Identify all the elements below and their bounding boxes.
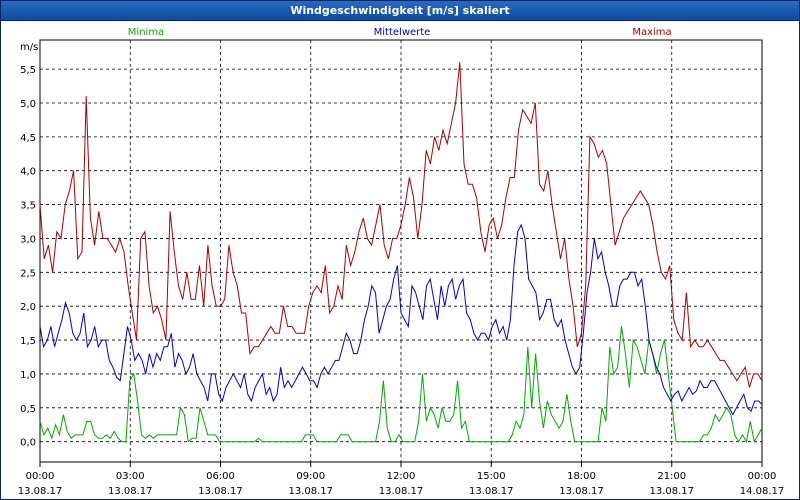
x-tick-time: 03:00	[116, 471, 145, 482]
y-tick-label: 2,0	[20, 302, 36, 313]
y-tick-label: 4,0	[20, 167, 36, 178]
x-tick-date: 13.08.17	[559, 486, 604, 497]
y-tick-label: 5,0	[20, 99, 36, 110]
series-line-minima	[39, 326, 763, 444]
y-tick-label: 2,5	[20, 268, 36, 279]
x-axis: 00:00 13.08.17 03:00 13.08.17 06:00 13.08.17 0…	[18, 462, 785, 497]
x-tick-time: 09:00	[296, 471, 325, 482]
x-tick-time: 06:00	[206, 471, 235, 482]
y-axis: m/s 0,0 0,5 1,0 1,5 2,0 2,5 3,0 3,5 4,0 4,5 5,0 5,5	[20, 42, 38, 449]
x-tick-date: 13.08.17	[288, 486, 333, 497]
y-tick-label: 3,0	[20, 234, 36, 245]
series-line-maxima	[39, 62, 763, 388]
chart-area: m/s0,00,51,01,52,02,53,03,54,04,55,05,5 …	[18, 27, 785, 497]
x-tick-time: 21:00	[657, 471, 686, 482]
window-title: Windgeschwindigkeit [m/s] skaliert	[1, 1, 799, 21]
y-axis-unit-label: m/s	[20, 42, 38, 53]
x-tick-time: 18:00	[567, 471, 596, 482]
legend-maxima: Maxima	[632, 27, 671, 38]
x-tick-date: 13.08.17	[379, 486, 424, 497]
y-tick-label: 5,5	[20, 65, 36, 76]
x-tick-time: 12:00	[387, 471, 416, 482]
x-tick-time: 15:00	[477, 471, 506, 482]
y-tick-label: 0,0	[20, 438, 36, 449]
x-tick-time: 00:00	[26, 471, 55, 482]
x-tick-date: 13.08.17	[198, 486, 243, 497]
y-tick-label: 0,5	[20, 404, 36, 415]
legend-mittelwerte: Mittelwerte	[374, 27, 431, 38]
legend-minima: Minima	[128, 27, 164, 38]
x-tick-date: 14.08.17	[740, 486, 785, 497]
x-tick-date: 13.08.17	[469, 486, 514, 497]
legend: Minima Mittelwerte Maxima	[128, 27, 672, 38]
x-tick-date: 13.08.17	[108, 486, 153, 497]
y-tick-label: 1,5	[20, 336, 36, 347]
x-tick-date: 13.08.17	[18, 486, 63, 497]
y-tick-label: 3,5	[20, 201, 36, 212]
y-tick-label: 1,0	[20, 370, 36, 381]
x-tick-date: 13.08.17	[649, 486, 694, 497]
series-group	[39, 62, 763, 444]
y-tick-label: 4,5	[20, 133, 36, 144]
series-line-mittelwerte	[39, 223, 763, 416]
grid	[40, 40, 762, 462]
x-tick-time: 00:00	[748, 471, 777, 482]
